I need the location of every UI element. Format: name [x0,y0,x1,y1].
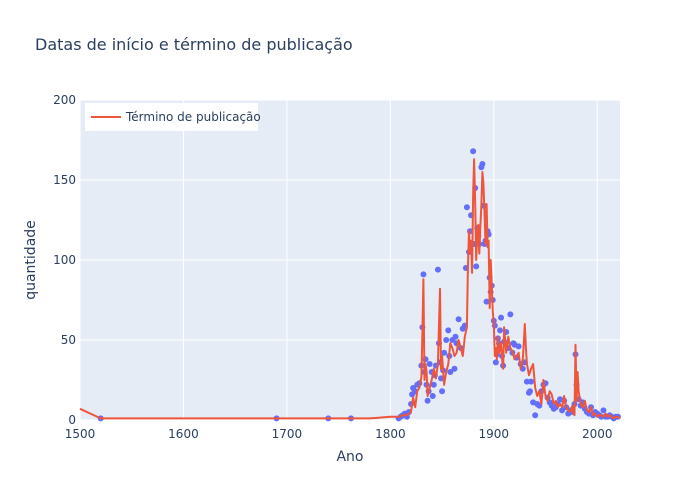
data-point[interactable] [443,337,450,343]
data-point[interactable] [498,314,505,321]
y-tick-label: 200 [53,93,76,107]
data-point[interactable] [438,375,445,382]
data-point[interactable] [434,266,441,273]
x-tick-label: 1600 [168,427,199,441]
data-point[interactable] [528,378,535,385]
data-point[interactable] [451,365,458,372]
data-point[interactable] [430,381,437,388]
data-point[interactable] [452,333,459,340]
x-tick-label: 1700 [272,427,303,441]
data-point[interactable] [447,369,454,375]
series-layer [79,148,621,422]
x-tick-label: 1800 [375,427,406,441]
data-point[interactable] [439,388,446,395]
data-point[interactable] [483,298,490,305]
data-point[interactable] [455,316,462,323]
x-axis-title: Ano [336,449,363,465]
data-point[interactable] [497,327,503,334]
data-point[interactable] [523,378,530,385]
data-point[interactable] [470,148,477,155]
data-point[interactable] [441,349,448,356]
data-point[interactable] [445,327,452,334]
data-point[interactable] [559,407,566,414]
y-tick-label: 50 [61,333,76,347]
y-tick-label: 150 [53,173,76,187]
data-point[interactable] [515,343,522,350]
legend-label: Término de publicação [125,110,261,124]
data-point[interactable] [527,388,533,395]
grid [79,99,620,421]
y-tick-label: 0 [68,413,76,427]
data-point[interactable] [473,263,480,270]
y-axis-title: quantidade [23,220,39,300]
x-tick-label: 1900 [479,427,510,441]
y-tick-label: 100 [53,253,76,267]
data-point[interactable] [532,412,539,419]
x-tick-label: 2000 [582,427,613,441]
data-point[interactable] [420,271,427,278]
tick-labels: 0 50 100 150 200 1500 1600 1700 1800 1900 2000 [53,93,612,441]
data-point[interactable] [479,161,486,167]
series-line-termino[interactable] [79,158,621,420]
x-tick-label: 1500 [65,427,96,441]
data-point[interactable] [492,359,499,366]
legend[interactable]: Término de publicação [85,103,261,131]
data-point[interactable] [429,393,436,399]
data-point[interactable] [424,397,431,404]
data-point[interactable] [600,407,607,414]
data-point[interactable] [463,204,470,211]
data-point[interactable] [507,311,514,318]
chart-title: Datas de início e término de publicação [35,35,353,54]
data-point[interactable] [426,361,433,367]
